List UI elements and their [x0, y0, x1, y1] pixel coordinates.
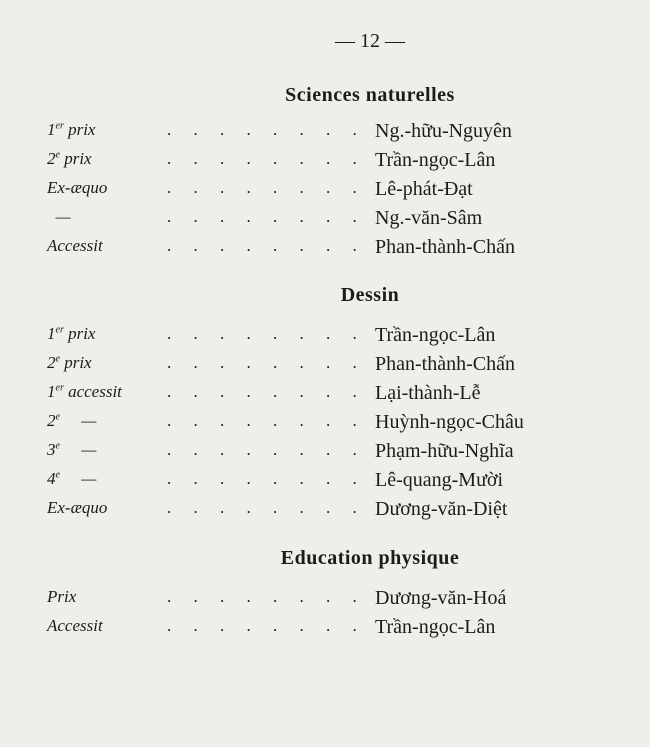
prize-type: prix: [68, 324, 96, 343]
student-name: Lại-thành-Lễ: [375, 382, 481, 404]
rank-text: 1: [47, 382, 56, 401]
prize-type: prix: [68, 120, 96, 139]
leader-dots: . . . . . . . .: [167, 498, 366, 517]
rank-text: 1: [47, 120, 56, 139]
student-name: Phan-thành-Chấn: [375, 353, 515, 375]
rank-suffix: er: [55, 324, 64, 336]
rank-text: Ex-æquo: [47, 498, 108, 517]
leader-dots: . . . . . . . .: [167, 149, 366, 168]
leader-dots: . . . . . . . .: [167, 178, 366, 197]
leader-dots: . . . . . . . .: [167, 469, 366, 488]
student-name: Huỳnh-ngọc-Châu: [375, 411, 524, 433]
rank-suffix: er: [55, 120, 64, 132]
prize-rank: Ex-æquo: [47, 178, 112, 198]
prize-rank: 4e —: [47, 469, 96, 489]
leader-dots: . . . . . . . .: [167, 353, 366, 372]
rank-text: 4: [47, 469, 56, 488]
prize-row: 2e — . . . . . . . . Huỳnh-ngọc-Châu: [47, 411, 627, 439]
prize-rank: —: [47, 207, 75, 227]
prize-rank: 2e —: [47, 411, 96, 431]
page-number: — 12 —: [335, 30, 405, 52]
student-name: Trần-ngọc-Lân: [375, 324, 496, 346]
rank-text: Accessit: [47, 236, 103, 255]
rank-text: Prix: [47, 587, 77, 606]
prize-row: Ex-æquo . . . . . . . . Lê-phát-Đạt: [47, 178, 627, 206]
prize-row: 1er prix . . . . . . . . Trần-ngọc-Lân: [47, 324, 627, 352]
prize-rank: Accessit: [47, 616, 107, 636]
student-name: Lê-quang-Mười: [375, 469, 504, 491]
prize-row: 1er prix . . . . . . . . Ng.-hữu-Nguyên: [47, 120, 627, 148]
section-heading: Dessin: [340, 284, 400, 306]
prize-type: —: [64, 440, 97, 459]
leader-dots: . . . . . . . .: [167, 120, 366, 139]
prize-type: prix: [64, 353, 92, 372]
rank-text: —: [47, 207, 71, 226]
leader-dots: . . . . . . . .: [167, 411, 366, 430]
leader-dots: . . . . . . . .: [167, 324, 366, 343]
prize-type: accessit: [68, 382, 122, 401]
prize-row: Accessit . . . . . . . . Phan-thành-Chấn: [47, 236, 627, 264]
rank-suffix: e: [55, 469, 60, 481]
prize-row: Prix . . . . . . . . Dương-văn-Hoá: [47, 587, 627, 615]
prize-row: 3e — . . . . . . . . Phạm-hữu-Nghĩa: [47, 440, 627, 468]
student-name: Ng.-văn-Sâm: [375, 207, 483, 229]
prize-row: — . . . . . . . . Ng.-văn-Sâm: [47, 207, 627, 235]
leader-dots: . . . . . . . .: [167, 616, 366, 635]
rank-suffix: e: [55, 149, 60, 161]
student-name: Ng.-hữu-Nguyên: [375, 120, 512, 142]
rank-text: Accessit: [47, 616, 103, 635]
rank-text: 2: [47, 149, 56, 168]
student-name: Trần-ngọc-Lân: [375, 616, 496, 638]
leader-dots: . . . . . . . .: [167, 587, 366, 606]
prize-row: 1er accessit . . . . . . . . Lại-thành-L…: [47, 382, 627, 410]
leader-dots: . . . . . . . .: [167, 207, 366, 226]
prize-type: prix: [64, 149, 92, 168]
rank-text: 1: [47, 324, 56, 343]
prize-rank: Prix: [47, 587, 81, 607]
prize-rank: Ex-æquo: [47, 498, 112, 518]
leader-dots: . . . . . . . .: [167, 236, 366, 255]
prize-rank: 2e prix: [47, 353, 92, 373]
student-name: Lê-phát-Đạt: [375, 178, 473, 200]
rank-suffix: e: [55, 440, 60, 452]
rank-text: 3: [47, 440, 56, 459]
prize-type: —: [64, 469, 97, 488]
prize-row: 4e — . . . . . . . . Lê-quang-Mười: [47, 469, 627, 497]
prize-row: Accessit . . . . . . . . Trần-ngọc-Lân: [47, 616, 627, 644]
leader-dots: . . . . . . . .: [167, 382, 366, 401]
prize-rank: 3e —: [47, 440, 96, 460]
prize-rank: Accessit: [47, 236, 107, 256]
section-heading: Sciences naturelles: [285, 84, 455, 106]
student-name: Dương-văn-Hoá: [375, 587, 507, 609]
rank-text: Ex-æquo: [47, 178, 108, 197]
prize-row: 2e prix . . . . . . . . Phan-thành-Chấn: [47, 353, 627, 381]
student-name: Phan-thành-Chấn: [375, 236, 515, 258]
section-heading: Education physique: [280, 547, 460, 569]
prize-row: 2e prix . . . . . . . . Trần-ngọc-Lân: [47, 149, 627, 177]
rank-text: 2: [47, 353, 56, 372]
student-name: Dương-văn-Diệt: [375, 498, 508, 520]
rank-suffix: er: [55, 382, 64, 394]
prize-rank: 1er accessit: [47, 382, 122, 402]
prize-rank: 1er prix: [47, 324, 95, 344]
prize-row: Ex-æquo . . . . . . . . Dương-văn-Diệt: [47, 498, 627, 526]
prize-rank: 2e prix: [47, 149, 92, 169]
rank-text: 2: [47, 411, 56, 430]
prize-rank: 1er prix: [47, 120, 95, 140]
student-name: Phạm-hữu-Nghĩa: [375, 440, 514, 462]
rank-suffix: e: [55, 353, 60, 365]
leader-dots: . . . . . . . .: [167, 440, 366, 459]
rank-suffix: e: [55, 411, 60, 423]
student-name: Trần-ngọc-Lân: [375, 149, 496, 171]
prize-type: —: [64, 411, 97, 430]
